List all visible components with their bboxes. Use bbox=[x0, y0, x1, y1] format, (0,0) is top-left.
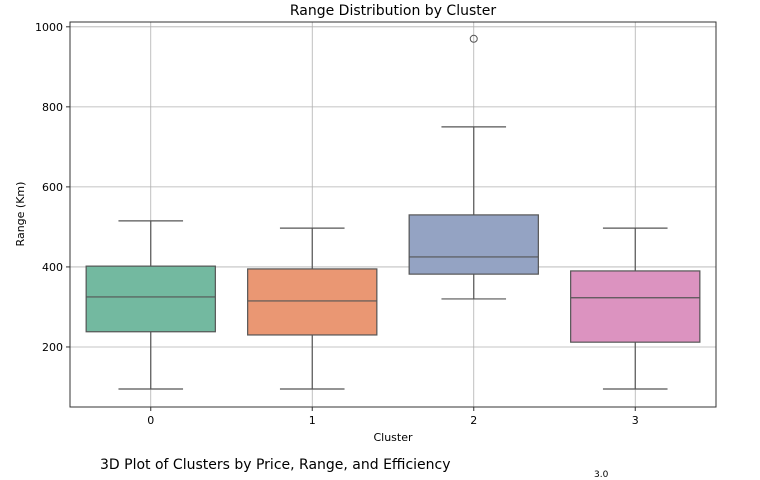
iqr-box bbox=[247, 268, 378, 336]
box-cluster-3 bbox=[570, 227, 701, 390]
x-tick-label: 2 bbox=[470, 414, 477, 427]
next-figure-title: 3D Plot of Clusters by Price, Range, and… bbox=[100, 457, 451, 473]
y-tick-label: 600 bbox=[42, 181, 63, 194]
boxplot-chart: 200 400 600 800 1000 0 1 2 3 Range Distribution … bbox=[14, 3, 717, 444]
x-tick-label: 0 bbox=[147, 414, 154, 427]
y-tick-label: 800 bbox=[42, 101, 63, 114]
outlier-point bbox=[469, 34, 478, 43]
box-cluster-2 bbox=[408, 34, 539, 300]
iqr-box bbox=[408, 214, 539, 275]
y-tick-label: 200 bbox=[42, 341, 63, 354]
next-figure-axis-label: 3.0 bbox=[594, 470, 609, 480]
boxes bbox=[85, 34, 701, 390]
x-axis-label: Cluster bbox=[373, 431, 413, 444]
x-tick-label: 1 bbox=[309, 414, 316, 427]
iqr-box bbox=[570, 270, 701, 343]
axis-ticks: 200 400 600 800 1000 0 1 2 3 bbox=[35, 21, 639, 427]
box-cluster-0 bbox=[85, 220, 216, 390]
iqr-box bbox=[85, 265, 216, 333]
chart-title: Range Distribution by Cluster bbox=[290, 3, 497, 19]
grid-lines bbox=[70, 22, 716, 407]
x-tick-label: 3 bbox=[632, 414, 639, 427]
y-tick-label: 400 bbox=[42, 261, 63, 274]
plot-frame bbox=[69, 21, 717, 408]
box-cluster-1 bbox=[247, 227, 378, 390]
y-tick-label: 1000 bbox=[35, 21, 63, 34]
y-axis-label: Range (Km) bbox=[14, 182, 27, 247]
